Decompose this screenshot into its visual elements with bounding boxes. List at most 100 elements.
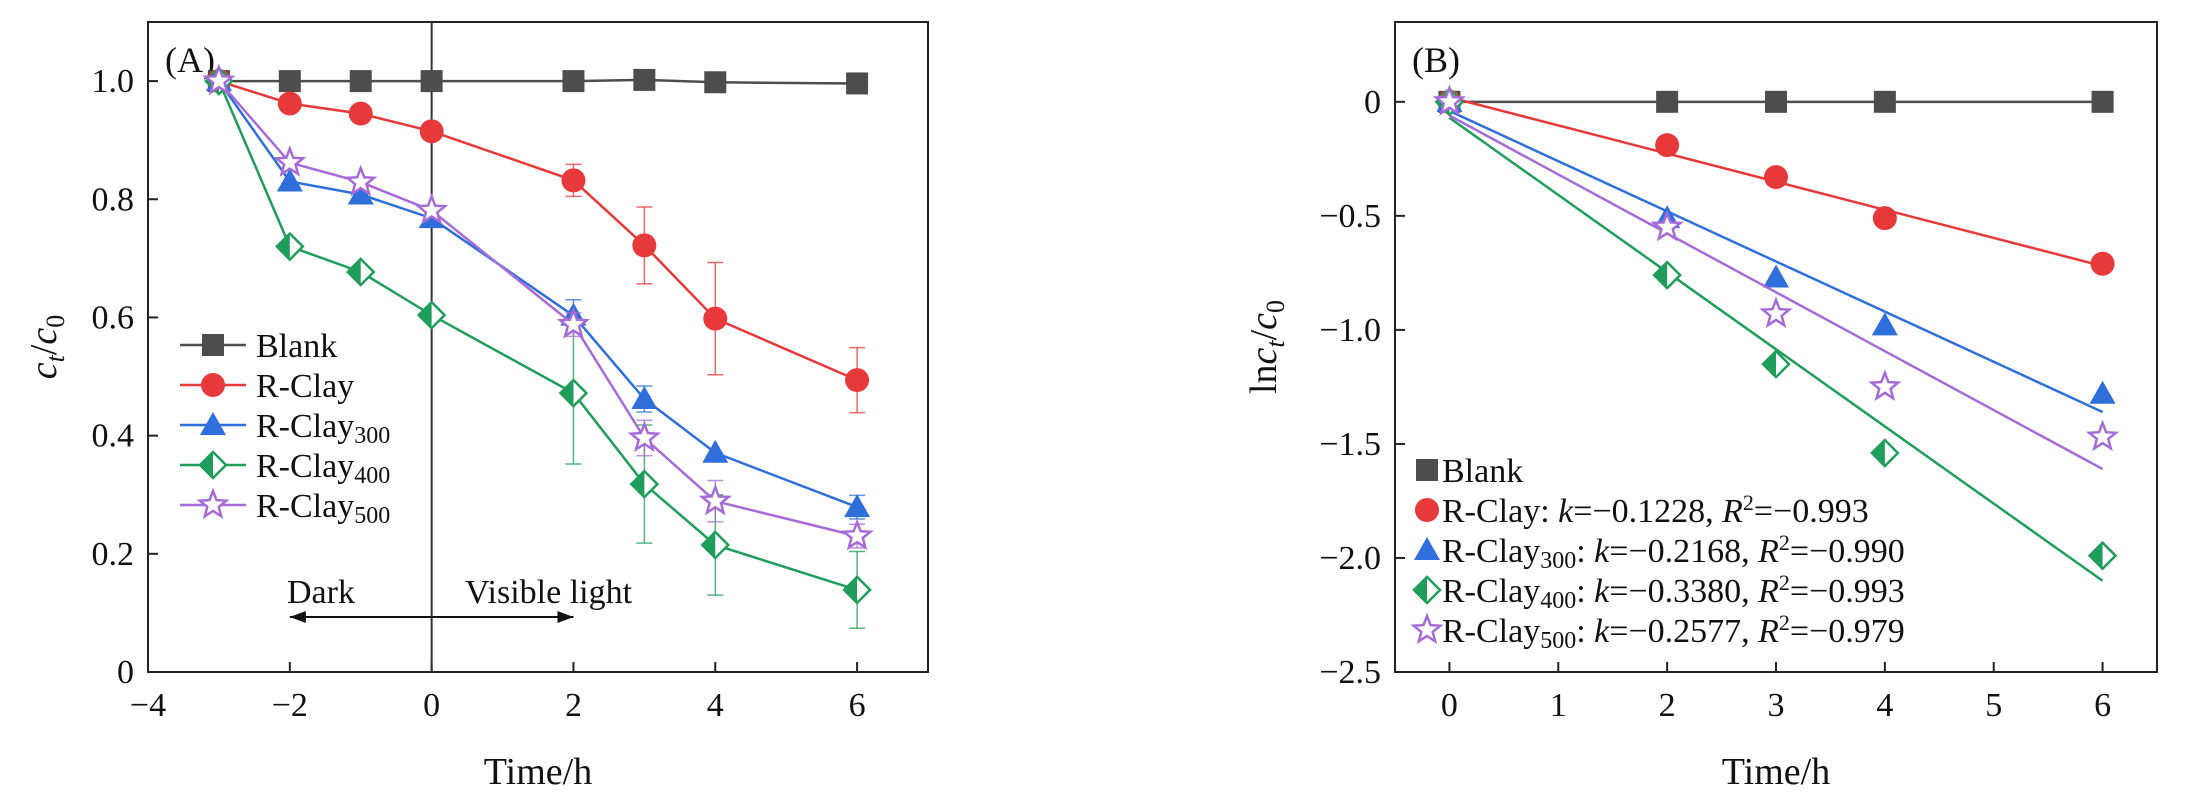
legend-label: R-Clay: k=−0.1228, R2=−0.993 xyxy=(1442,490,1869,530)
data-point xyxy=(2085,419,2120,452)
data-point xyxy=(1761,349,1791,379)
data-point xyxy=(347,181,374,205)
data-point xyxy=(1873,90,1896,113)
data-point xyxy=(2087,540,2118,571)
legend-marker xyxy=(198,450,228,480)
legend-marker xyxy=(1414,537,1440,560)
legend-label: R-Clay xyxy=(256,368,354,405)
data-point xyxy=(1656,90,1679,113)
series-a-4 xyxy=(202,63,874,551)
data-point xyxy=(632,233,657,258)
data-point xyxy=(348,101,373,126)
y-tick-label: −1.0 xyxy=(1319,312,1381,349)
data-point xyxy=(1432,84,1467,117)
legend-marker xyxy=(1412,575,1442,605)
x-tick-label: 5 xyxy=(1985,687,2002,724)
data-point xyxy=(420,70,443,93)
data-point xyxy=(276,168,303,192)
data-point xyxy=(1765,90,1787,113)
data-point xyxy=(627,420,661,453)
series-line xyxy=(217,80,858,592)
data-point xyxy=(1652,260,1682,290)
data-point xyxy=(704,71,727,94)
data-point xyxy=(275,231,305,262)
data-point xyxy=(558,378,589,408)
y-axis-label: ct/c0 xyxy=(23,315,70,380)
dark-annotation: Dark xyxy=(287,574,355,611)
data-point xyxy=(2089,380,2116,404)
data-point xyxy=(631,386,658,409)
series-line xyxy=(218,78,858,85)
x-tick-label: 2 xyxy=(565,687,582,724)
data-point xyxy=(1872,206,1897,231)
marker-fill xyxy=(1654,262,1668,289)
data-point xyxy=(1870,438,1900,468)
legend-label: R-Clay500 xyxy=(256,488,390,529)
data-point xyxy=(1759,296,1793,329)
data-point xyxy=(844,494,871,518)
data-point xyxy=(344,164,378,197)
legend-label: R-Clay300: k=−0.2168, R2=−0.990 xyxy=(1442,530,1905,574)
data-point xyxy=(2090,251,2115,276)
x-axis-label: Time/h xyxy=(484,751,592,793)
x-tick-label: −4 xyxy=(130,687,166,724)
data-point xyxy=(702,439,729,463)
x-tick-label: 1 xyxy=(1550,687,1567,724)
data-point xyxy=(1868,369,1902,402)
marker-fill xyxy=(200,452,213,478)
y-tick-label: 0.8 xyxy=(92,181,135,218)
data-point xyxy=(842,575,872,605)
marker-fill xyxy=(347,258,361,285)
marker-fill xyxy=(2089,542,2103,569)
data-point xyxy=(1650,209,1684,242)
x-tick-label: 2 xyxy=(1659,687,1676,724)
data-point xyxy=(416,300,447,330)
marker-fill xyxy=(1871,440,1885,467)
data-point xyxy=(562,70,585,93)
panel-label: (A) xyxy=(165,40,215,80)
fit-line xyxy=(1448,109,2104,414)
legend-marker xyxy=(1415,498,1439,522)
y-tick-label: 0.4 xyxy=(92,418,135,455)
data-point xyxy=(561,168,586,193)
legend-label: Blank xyxy=(256,328,337,365)
y-tick-label: −0.5 xyxy=(1319,198,1381,235)
arrowhead-left xyxy=(289,611,306,623)
panel-b: 0 1 2 3 4 5 6 0 −0.5 −1.0 −1.5 −2.0 −2.5 Time/h lnct/c… xyxy=(1243,21,2158,793)
data-point xyxy=(629,469,660,499)
x-tick-label: 6 xyxy=(2094,687,2111,724)
visible-light-annotation: Visible light xyxy=(465,574,633,611)
data-point xyxy=(703,306,728,331)
y-tick-label: 1.0 xyxy=(92,63,135,100)
data-point xyxy=(840,518,874,551)
marker-fill xyxy=(276,233,290,260)
legend-label: R-Clay400 xyxy=(256,448,390,489)
marker-fill xyxy=(631,471,645,498)
legend-marker xyxy=(1410,612,1444,645)
x-axis-label: Time/h xyxy=(1722,751,1830,793)
legend-label: Blank xyxy=(1442,453,1523,490)
data-point xyxy=(1763,264,1789,288)
data-point xyxy=(845,368,870,393)
data-point xyxy=(556,307,591,339)
data-point xyxy=(1655,133,1680,158)
legend-marker xyxy=(1416,459,1438,481)
marker-fill xyxy=(844,576,858,603)
data-point xyxy=(698,483,732,516)
legend-marker xyxy=(201,373,225,397)
marker-fill xyxy=(1414,577,1427,603)
x-tick-label: 4 xyxy=(707,687,724,724)
legend-label: R-Clay400: k=−0.3380, R2=−0.993 xyxy=(1442,570,1905,614)
series-a-0 xyxy=(207,68,869,95)
series-line xyxy=(217,80,858,538)
legend-marker xyxy=(202,334,224,356)
x-tick-label: 6 xyxy=(849,687,866,724)
x-tick-label: −2 xyxy=(272,687,308,724)
series-b-4 xyxy=(1432,84,2120,471)
y-tick-label: −1.5 xyxy=(1319,426,1381,463)
data-point xyxy=(1764,165,1788,190)
marker-fill xyxy=(702,531,716,558)
data-point xyxy=(846,72,869,95)
